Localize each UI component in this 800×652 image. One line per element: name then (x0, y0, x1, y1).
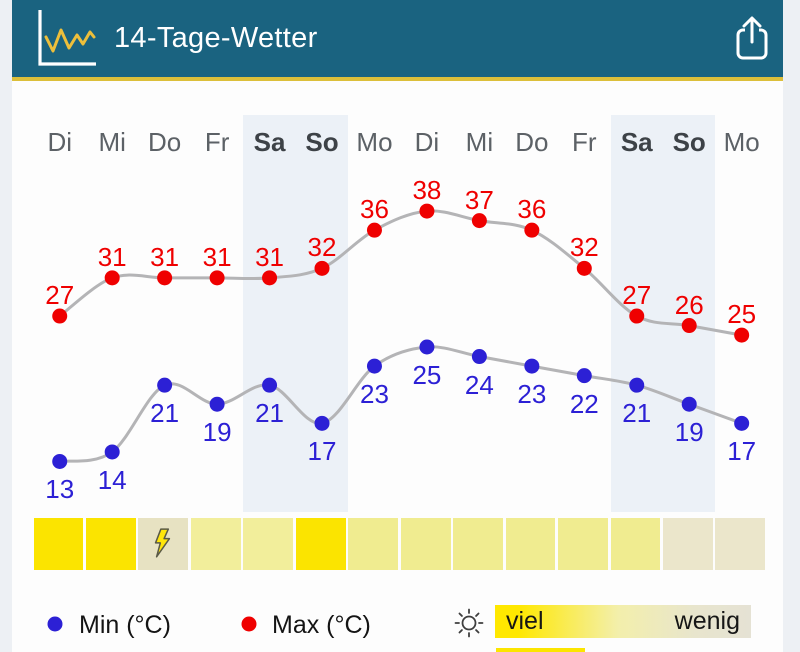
min-temp-label: 22 (569, 388, 599, 419)
sun-scale-little-label: wenig (674, 607, 740, 635)
min-temp-label: 13 (45, 474, 75, 505)
max-temp-label: 31 (97, 241, 127, 272)
day-label: Di (414, 127, 440, 157)
min-temp-label: 21 (150, 398, 180, 429)
min-temp-label: 21 (622, 398, 652, 429)
max-temp-label: 27 (45, 280, 75, 311)
sun-scale-much-label: viel (506, 607, 544, 635)
day-label: Sa (253, 127, 286, 157)
sun-square (453, 518, 503, 570)
max-temp-label: 27 (622, 280, 652, 311)
max-temp-label: 37 (464, 184, 494, 215)
day-label: Sa (620, 127, 653, 157)
max-temp-label: 32 (569, 232, 599, 263)
day-label: So (672, 127, 706, 157)
sun-square (190, 518, 241, 570)
header-accent-line (12, 77, 783, 81)
thunder-icon (155, 528, 171, 558)
sun-square (610, 518, 661, 570)
max-temp-label: 38 (412, 175, 442, 206)
max-temp-label: 32 (307, 232, 337, 263)
sun-square (715, 518, 766, 570)
min-temp-label: 24 (464, 369, 494, 400)
min-temp-label: 17 (727, 436, 757, 467)
max-legend-label: Max (°C) (272, 611, 371, 639)
day-label: Mi (98, 127, 126, 157)
max-legend-dot (241, 616, 257, 632)
min-temp-label: 23 (360, 379, 389, 410)
min-temp-label: 17 (307, 436, 337, 467)
sun-square (400, 518, 451, 570)
sun-scale-gradient: viel wenig (495, 605, 751, 638)
sun-square (558, 518, 608, 570)
cut-off-element (496, 648, 585, 652)
min-temp-label: 14 (97, 464, 127, 495)
max-temp-label: 31 (255, 241, 285, 272)
max-temp-label: 26 (674, 289, 704, 320)
day-label: So (305, 127, 339, 157)
min-legend-dot (47, 616, 63, 632)
max-temp-label: 31 (150, 241, 180, 272)
sun-square (138, 518, 189, 570)
day-label: Do (148, 127, 182, 157)
sun-square (662, 518, 713, 570)
min-temp-label: 25 (412, 360, 442, 390)
day-label: Mo (723, 127, 760, 157)
min-temp-label: 19 (674, 417, 704, 448)
day-label: Mo (356, 127, 393, 157)
sun-square (295, 518, 346, 570)
day-label: Fr (204, 127, 230, 157)
sun-square (348, 518, 399, 570)
sun-square (33, 518, 84, 570)
day-label: Mi (465, 127, 494, 157)
sun-square (243, 518, 294, 570)
sun-square (85, 518, 136, 570)
day-label: Do (515, 127, 549, 157)
line-chart-icon (38, 9, 96, 66)
day-label: Di (47, 127, 72, 157)
max-temp-label: 36 (517, 194, 547, 225)
max-temp-label: 36 (360, 194, 389, 225)
min-temp-label: 19 (202, 417, 232, 448)
min-legend-label: Min (°C) (79, 611, 171, 639)
share-button[interactable] (730, 14, 774, 64)
share-icon (736, 16, 768, 60)
page-title: 14-Tage-Wetter (114, 22, 318, 54)
sun-square (505, 518, 556, 570)
day-label: Fr (572, 127, 597, 157)
min-temp-label: 21 (255, 398, 285, 429)
sun-icon (454, 608, 484, 638)
min-temp-label: 23 (517, 379, 547, 410)
max-temp-label: 25 (727, 299, 757, 330)
max-temp-label: 31 (202, 241, 232, 272)
header-bar: 14-Tage-Wetter (12, 0, 783, 77)
